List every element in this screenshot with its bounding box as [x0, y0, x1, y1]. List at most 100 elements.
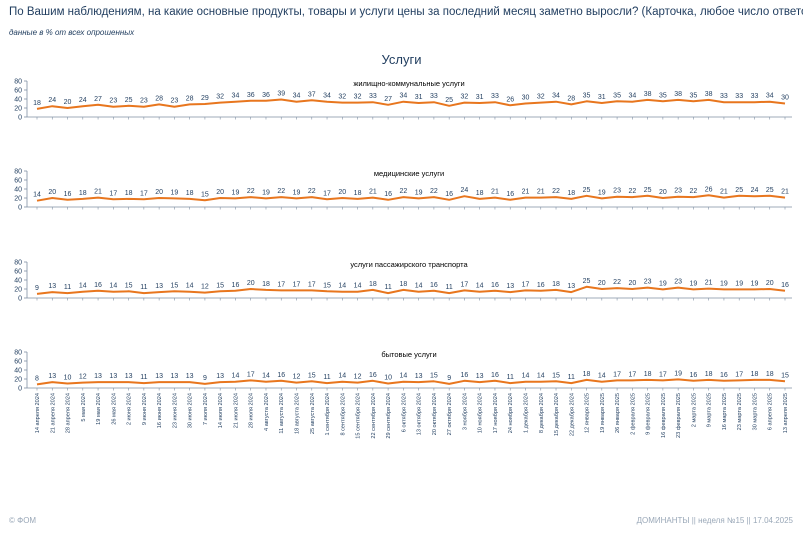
- series-line: [36, 378, 786, 386]
- data-label: 11: [446, 284, 453, 291]
- data-label: 33: [720, 93, 728, 100]
- x-tick-label: 2 марта 2025: [691, 393, 697, 427]
- data-label: 19: [293, 189, 301, 196]
- data-label: 28: [567, 95, 575, 102]
- data-label: 21: [369, 189, 377, 196]
- y-tick-label: 20: [14, 106, 22, 113]
- x-tick-label: 6 апреля 2025: [768, 393, 774, 430]
- data-label: 14: [109, 283, 117, 290]
- series-line: [36, 285, 786, 295]
- data-label: 11: [64, 284, 71, 291]
- data-label: 28: [155, 95, 163, 102]
- data-label: 25: [766, 187, 774, 194]
- x-tick-label: 11 августа 2024: [279, 393, 285, 434]
- data-label: 34: [628, 93, 636, 100]
- x-tick-label: 13 апреля 2025: [783, 393, 789, 433]
- data-label: 20: [247, 280, 255, 287]
- data-label: 32: [461, 94, 469, 101]
- series-title: жилищно-коммунальные услуги: [353, 79, 464, 88]
- data-label: 25: [644, 187, 652, 194]
- data-label: 14: [476, 283, 484, 290]
- data-label: 16: [491, 372, 499, 379]
- data-label: 24: [79, 97, 87, 104]
- x-tick-label: 16 июня 2024: [157, 393, 163, 428]
- data-label: 23: [140, 98, 148, 105]
- data-label: 12: [293, 374, 301, 381]
- y-tick-label: 40: [14, 368, 22, 375]
- series-title: услуги пассажирского транспорта: [350, 260, 468, 269]
- data-label: 8: [35, 375, 39, 382]
- chart-title: Услуги: [381, 52, 422, 67]
- data-label: 37: [308, 91, 316, 98]
- y-tick-label: 60: [14, 359, 22, 366]
- x-tick-label: 15 декабря 2024: [554, 393, 560, 436]
- data-label: 21: [781, 189, 789, 196]
- data-label: 22: [308, 188, 316, 195]
- data-label: 11: [384, 284, 391, 291]
- data-label: 26: [506, 96, 514, 103]
- data-label: 32: [354, 94, 362, 101]
- x-tick-label: 2 февраля 2025: [630, 393, 636, 435]
- series-line: [36, 194, 786, 202]
- series-title: медицинские услуги: [374, 169, 444, 178]
- x-tick-label: 18 августа 2024: [295, 393, 301, 434]
- data-label: 15: [308, 372, 316, 379]
- x-tick-label: 21 июля 2024: [233, 393, 239, 428]
- data-label: 27: [384, 96, 392, 103]
- data-label: 18: [262, 281, 270, 288]
- data-label: 35: [690, 92, 698, 99]
- data-label: 17: [140, 190, 148, 197]
- data-label: 16: [491, 282, 499, 289]
- footer-copyright: © ФОМ: [9, 516, 37, 525]
- data-label: 34: [399, 93, 407, 100]
- data-label: 22: [628, 188, 636, 195]
- data-label: 16: [720, 372, 728, 379]
- data-label: 16: [461, 372, 469, 379]
- data-label: 16: [64, 191, 72, 198]
- data-label: 25: [735, 187, 743, 194]
- data-label: 25: [583, 187, 591, 194]
- data-label: 13: [186, 373, 194, 380]
- data-label: 32: [537, 94, 545, 101]
- x-tick-label: 30 июня 2024: [188, 393, 194, 428]
- data-label: 31: [598, 94, 606, 101]
- x-tick-label: 14 апреля 2024: [35, 393, 41, 433]
- x-tick-label: 2 июня 2024: [127, 393, 133, 425]
- data-label: 38: [644, 91, 652, 98]
- data-label: 14: [338, 283, 346, 290]
- data-label: 14: [415, 283, 423, 290]
- data-label: 22: [277, 188, 285, 195]
- data-label: 34: [552, 93, 560, 100]
- page-subtitle: данные в % от всех опрошенных: [9, 28, 135, 37]
- data-label: 20: [216, 189, 224, 196]
- y-tick-label: 0: [18, 205, 22, 212]
- data-label: 20: [155, 189, 163, 196]
- data-label: 18: [644, 371, 652, 378]
- x-tick-label: 23 июня 2024: [172, 393, 178, 428]
- y-tick-label: 0: [18, 296, 22, 303]
- data-label: 16: [369, 372, 377, 379]
- x-tick-label: 26 января 2025: [615, 393, 621, 433]
- data-label: 20: [598, 280, 606, 287]
- y-tick-label: 40: [14, 97, 22, 104]
- x-tick-label: 17 ноября 2024: [493, 393, 499, 433]
- data-label: 31: [476, 94, 484, 101]
- data-label: 19: [415, 189, 423, 196]
- x-tick-label: 21 апреля 2024: [50, 393, 56, 433]
- data-label: 12: [201, 284, 209, 291]
- data-label: 30: [781, 95, 789, 102]
- x-tick-label: 1 сентября 2024: [325, 393, 331, 436]
- data-label: 9: [447, 375, 451, 382]
- data-label: 19: [720, 280, 728, 287]
- y-tick-label: 80: [14, 350, 22, 357]
- data-label: 24: [48, 97, 56, 104]
- data-label: 23: [109, 98, 117, 105]
- data-label: 18: [766, 371, 774, 378]
- data-label: 23: [613, 188, 621, 195]
- data-label: 18: [476, 190, 484, 197]
- x-tick-label: 7 июля 2024: [203, 393, 209, 425]
- data-label: 13: [48, 373, 56, 380]
- data-label: 21: [522, 189, 530, 196]
- data-label: 32: [216, 94, 224, 101]
- x-tick-label: 25 августа 2024: [310, 393, 316, 434]
